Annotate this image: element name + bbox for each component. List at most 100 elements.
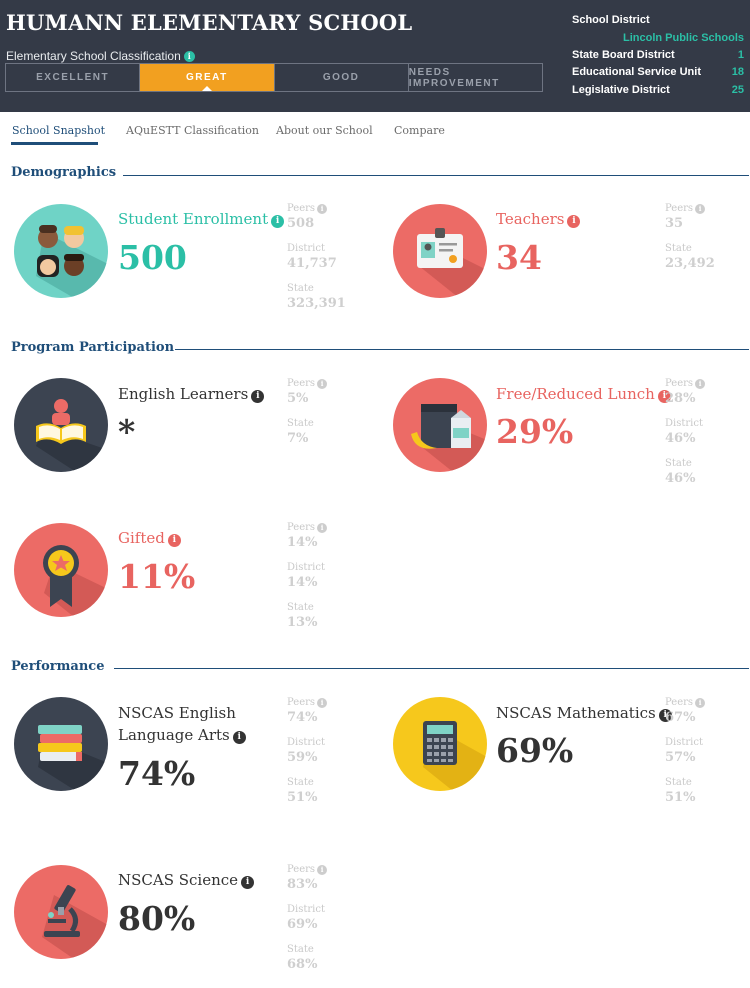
calculator-icon bbox=[393, 697, 487, 791]
peers-label: Peers bbox=[287, 864, 316, 875]
state-value: 46% bbox=[665, 471, 696, 486]
enrollment-district-stat: District 41,737 bbox=[287, 242, 337, 272]
peers-label: Peers bbox=[287, 522, 316, 533]
section-performance: Performance bbox=[11, 659, 105, 674]
peers-label: Peers bbox=[287, 203, 316, 214]
tab-bar: School Snapshot AQuESTT Classification A… bbox=[0, 112, 750, 152]
gifted-label: Gifted i bbox=[118, 527, 181, 549]
peers-value: 14% bbox=[287, 535, 318, 550]
gifted-label-text: Gifted bbox=[118, 529, 165, 547]
peers-value: 508 bbox=[287, 216, 315, 231]
reading-book-icon bbox=[14, 378, 108, 472]
free-reduced-lunch-label-text: Free/Reduced Lunch bbox=[496, 385, 655, 403]
state-board-label: State Board District bbox=[572, 48, 675, 61]
student-enrollment-label-text: Student Enrollment bbox=[118, 210, 269, 228]
enrollment-state-stat: State 323,391 bbox=[287, 282, 346, 312]
info-icon[interactable]: i bbox=[317, 204, 328, 214]
ela-state-stat: State 51% bbox=[287, 776, 317, 806]
info-icon[interactable]: i bbox=[567, 215, 581, 228]
info-icon[interactable]: i bbox=[317, 698, 328, 708]
district-label: District bbox=[287, 904, 325, 915]
info-icon[interactable]: i bbox=[251, 390, 265, 403]
peers-label: Peers bbox=[665, 697, 694, 708]
nscas-math-label: NSCAS Mathematics i bbox=[496, 702, 672, 724]
tab-school-snapshot[interactable]: School Snapshot bbox=[12, 124, 106, 137]
info-icon[interactable]: i bbox=[317, 523, 328, 533]
info-icon[interactable]: i bbox=[232, 731, 246, 744]
science-district-stat: District 69% bbox=[287, 903, 325, 933]
enrollment-peers-stat: Peers i 508 bbox=[287, 202, 328, 232]
nscas-ela-label: NSCAS English Language Arts i bbox=[118, 702, 246, 746]
district-label: District bbox=[287, 737, 325, 748]
rating-good[interactable]: GOOD bbox=[275, 64, 409, 91]
info-icon[interactable]: i bbox=[317, 379, 328, 389]
gifted-state-stat: State 13% bbox=[287, 601, 317, 631]
school-district-label: School District bbox=[572, 14, 650, 26]
ela-peers-stat: Peers i 74% bbox=[287, 696, 328, 726]
peers-label: Peers bbox=[287, 697, 316, 708]
state-value: 51% bbox=[665, 790, 696, 805]
district-value: 57% bbox=[665, 750, 696, 765]
math-state-stat: State 51% bbox=[665, 776, 695, 806]
school-district-value[interactable]: Lincoln Public Schools bbox=[622, 31, 744, 44]
free-reduced-lunch-value: 29% bbox=[496, 412, 574, 451]
district-value: 46% bbox=[665, 431, 696, 446]
legislative-label: Legislative District bbox=[572, 83, 670, 96]
tab-aquestt-classification[interactable]: AQuESTT Classification bbox=[126, 124, 259, 137]
info-icon[interactable]: i bbox=[167, 534, 181, 547]
state-value: 68% bbox=[287, 957, 318, 972]
state-label: State bbox=[287, 944, 314, 955]
rating-excellent[interactable]: EXCELLENT bbox=[6, 64, 141, 91]
state-value: 13% bbox=[287, 615, 318, 630]
info-icon[interactable]: i bbox=[695, 204, 706, 214]
science-state-stat: State 68% bbox=[287, 943, 317, 973]
peers-label: Peers bbox=[665, 378, 694, 389]
info-icon[interactable]: i bbox=[657, 390, 671, 403]
info-icon[interactable]: i bbox=[241, 876, 255, 889]
rating-needs-improvement[interactable]: NEEDS IMPROVEMENT bbox=[408, 66, 500, 89]
books-stack-icon bbox=[14, 697, 108, 791]
district-label: District bbox=[287, 243, 325, 254]
lunch-icon bbox=[393, 378, 487, 472]
peers-value: 5% bbox=[287, 391, 309, 406]
nscas-math-value: 69% bbox=[496, 731, 574, 770]
award-ribbon-icon bbox=[14, 523, 108, 617]
peers-label: Peers bbox=[665, 203, 694, 214]
gifted-value: 11% bbox=[118, 557, 196, 596]
gifted-district-stat: District 14% bbox=[287, 561, 325, 591]
state-label: State bbox=[287, 777, 314, 788]
rating-great[interactable]: GREAT bbox=[140, 64, 275, 91]
lunch-district-stat: District 46% bbox=[665, 417, 703, 447]
state-label: State bbox=[665, 458, 692, 469]
section-program-participation: Program Participation bbox=[11, 340, 175, 355]
student-enrollment-value: 500 bbox=[118, 238, 187, 277]
english-learners-label: English Learners i bbox=[118, 383, 265, 405]
nscas-science-label-text: NSCAS Science bbox=[118, 871, 239, 889]
teachers-value: 34 bbox=[496, 238, 542, 277]
english-learners-label-text: English Learners bbox=[118, 385, 249, 403]
peers-value: 83% bbox=[287, 877, 318, 892]
info-icon[interactable]: i bbox=[658, 709, 672, 722]
free-reduced-lunch-label: Free/Reduced Lunch i bbox=[496, 383, 671, 405]
section-divider bbox=[123, 175, 749, 176]
info-icon[interactable]: i bbox=[271, 215, 285, 228]
info-icon[interactable]: i bbox=[695, 379, 706, 389]
ela-district-stat: District 59% bbox=[287, 736, 325, 766]
esu-value: 18 bbox=[731, 66, 744, 78]
info-icon[interactable]: i bbox=[317, 865, 328, 875]
gifted-peers-stat: Peers i 14% bbox=[287, 521, 328, 551]
district-value: 69% bbox=[287, 917, 318, 932]
classification-label: Elementary School Classification i bbox=[6, 49, 195, 63]
state-label: State bbox=[287, 418, 314, 429]
state-value: 51% bbox=[287, 790, 318, 805]
state-label: State bbox=[287, 602, 314, 613]
peers-value: 35 bbox=[665, 216, 684, 231]
state-value: 23,492 bbox=[665, 256, 715, 271]
state-label: State bbox=[287, 283, 314, 294]
tab-compare[interactable]: Compare bbox=[394, 124, 445, 137]
info-icon[interactable]: i bbox=[183, 51, 195, 63]
tab-about-our-school[interactable]: About our School bbox=[276, 124, 373, 137]
nscas-math-label-text: NSCAS Mathematics bbox=[496, 704, 656, 722]
info-icon[interactable]: i bbox=[695, 698, 706, 708]
nscas-ela-value: 74% bbox=[118, 754, 196, 793]
